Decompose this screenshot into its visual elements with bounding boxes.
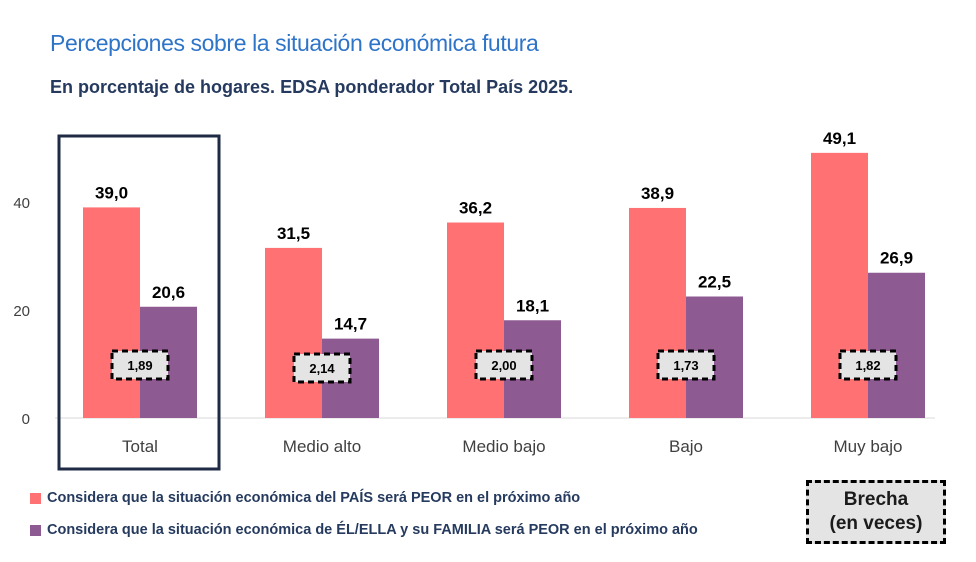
y-tick-label: 40: [13, 195, 30, 212]
x-category-label: Total: [122, 437, 158, 456]
legend-item-familia: Considera que la situación económica de …: [30, 522, 698, 538]
data-label-pais: 49,1: [823, 129, 856, 148]
data-label-familia: 26,9: [880, 249, 913, 268]
legend-swatch-familia: [30, 524, 41, 536]
data-label-familia: 22,5: [698, 273, 731, 292]
brecha-value: 1,89: [127, 358, 152, 373]
legend-label-familia: Considera que la situación económica de …: [47, 522, 698, 538]
legend-item-pais: Considera que la situación económica del…: [30, 490, 580, 506]
bar-pais: [447, 222, 504, 418]
brecha-value: 2,14: [309, 361, 335, 376]
bar-familia: [868, 272, 925, 418]
brecha-badge: [110, 349, 170, 381]
x-category-label: Medio bajo: [462, 437, 545, 456]
brecha-badge: [838, 349, 898, 381]
brecha-value: 2,00: [491, 358, 516, 373]
chart-title: Percepciones sobre la situación económic…: [50, 30, 539, 56]
data-label-pais: 31,5: [277, 224, 310, 243]
data-label-pais: 39,0: [95, 183, 128, 202]
bar-pais: [629, 207, 686, 418]
highlight-frame-total: [57, 134, 221, 471]
y-tick-label: 20: [13, 303, 30, 320]
bar-pais: [265, 247, 322, 418]
data-label-pais: 38,9: [641, 184, 674, 203]
data-label-pais: 36,2: [459, 199, 492, 218]
x-category-label: Medio alto: [283, 437, 361, 456]
x-category-label: Bajo: [669, 437, 703, 456]
brecha-label-line1: Brecha: [843, 489, 909, 510]
data-label-familia: 14,7: [334, 315, 367, 334]
data-label-familia: 20,6: [152, 283, 185, 302]
brecha-value: 1,82: [855, 358, 880, 373]
y-tick-label: 0: [22, 411, 30, 428]
x-category-label: Muy bajo: [834, 437, 903, 456]
data-label-familia: 18,1: [516, 296, 549, 315]
brecha-value: 1,73: [673, 358, 698, 373]
brecha-badge: [474, 349, 534, 381]
legend-label-pais: Considera que la situación económica del…: [47, 490, 581, 506]
brecha-label-line2: (en veces): [829, 513, 923, 534]
brecha-legend-box: Brecha (en veces): [806, 480, 946, 544]
bar-pais: [83, 207, 140, 418]
chart-subtitle: En porcentaje de hogares. EDSA ponderado…: [50, 77, 574, 97]
brecha-badge: [656, 349, 716, 381]
brecha-badge: [292, 352, 352, 384]
legend-swatch-pais: [30, 492, 41, 504]
